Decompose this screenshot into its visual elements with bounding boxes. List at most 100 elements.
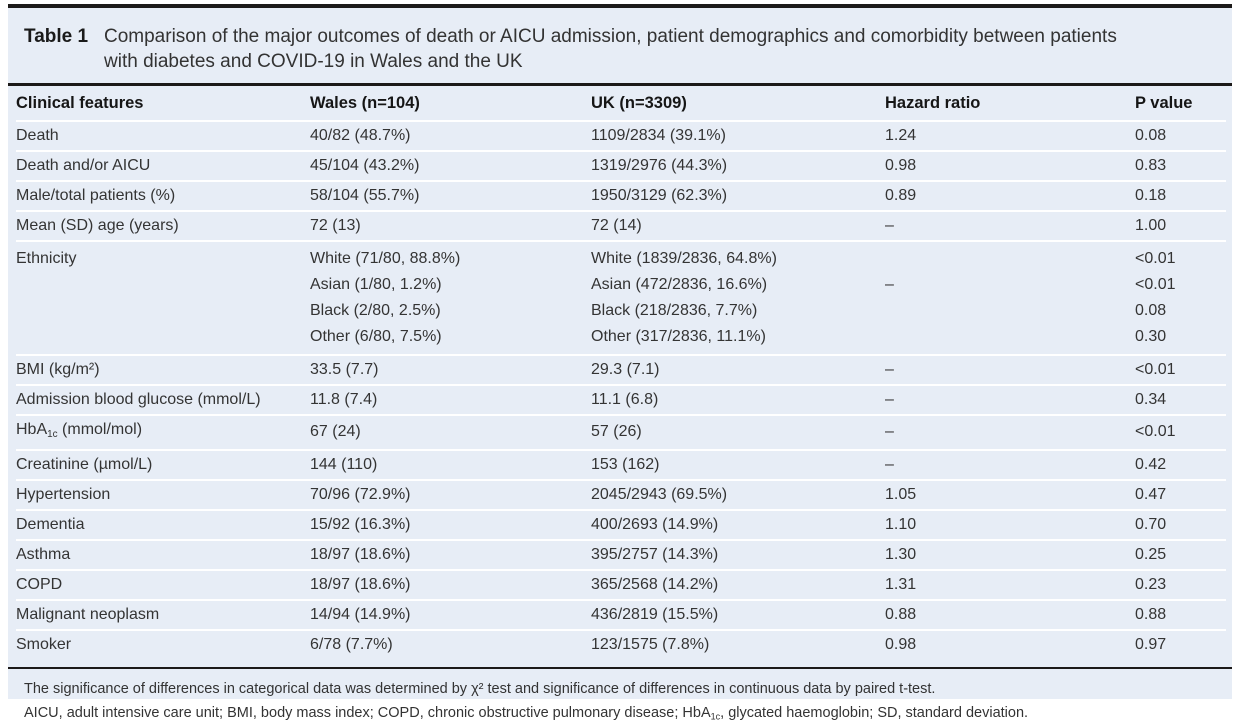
cell-p-value: 0.97: [1135, 635, 1167, 653]
column-header-p-value: P value: [1135, 94, 1193, 112]
cell-hazard-ratio: –: [885, 423, 894, 441]
comparison-table: Clinical features Wales (n=104) UK (n=33…: [16, 86, 1226, 659]
cell-p-value: 0.25: [1135, 545, 1167, 563]
table-caption-text: Comparison of the major outcomes of deat…: [104, 26, 1117, 72]
column-header-wales: Wales (n=104): [310, 94, 420, 112]
cell-feature: BMI (kg/m²): [16, 361, 100, 378]
table-label: Table 1: [24, 26, 89, 47]
table-row: Death and/or AICU 45/104 (43.2%) 1319/29…: [16, 151, 1226, 181]
cell-p-value: 0.42: [1135, 455, 1167, 473]
table-row: Mean (SD) age (years) 72 (13) 72 (14) – …: [16, 211, 1226, 241]
cell-feature: Creatinine (µmol/L): [16, 455, 153, 473]
cell-feature: Admission blood glucose (mmol/L): [16, 391, 261, 408]
cell-p-value: 0.34: [1135, 391, 1167, 408]
cell-feature: Malignant neoplasm: [16, 605, 160, 623]
column-header-hazard-ratio: Hazard ratio: [885, 94, 981, 112]
cell-uk: 29.3 (7.1): [591, 361, 660, 378]
table-row: Smoker 6/78 (7.7%) 123/1575 (7.8%) 0.98 …: [16, 629, 1226, 659]
cell-hazard-ratio: –: [885, 217, 894, 234]
cell-feature: Death and/or AICU: [16, 157, 151, 174]
cell-feature: Death: [16, 127, 59, 144]
cell-hazard-ratio: –: [885, 276, 894, 293]
cell-wales: 45/104 (43.2%): [310, 157, 420, 174]
table-row-hba1c: HbA1c (mmol/mol) 67 (24) 57 (26) – <0.01: [16, 415, 1226, 450]
caption-rule: [8, 83, 1232, 86]
cell-uk: 11.1 (6.8): [591, 391, 659, 408]
cell-hazard-ratio: 1.10: [885, 515, 917, 533]
cell-uk: 1109/2834 (39.1%): [591, 127, 726, 144]
cell-wales: 14/94 (14.9%): [310, 605, 411, 623]
table-row: BMI (kg/m²) 33.5 (7.7) 29.3 (7.1) – <0.0…: [16, 355, 1226, 385]
footnote-significance: The significance of differences in categ…: [24, 680, 936, 697]
cell-p-value: 0.08: [1135, 127, 1167, 144]
cell-uk: 1950/3129 (62.3%): [591, 187, 728, 204]
cell-feature: Smoker: [16, 635, 72, 653]
cell-hazard-ratio: 0.89: [885, 187, 917, 204]
cell-uk: 123/1575 (7.8%): [591, 635, 710, 653]
cell-feature: COPD: [16, 575, 63, 593]
table-row: Dementia 15/92 (16.3%) 400/2693 (14.9%) …: [16, 509, 1226, 540]
table-panel: Table 1 Comparison of the major outcomes…: [8, 4, 1232, 721]
cell-wales: 15/92 (16.3%): [310, 515, 411, 533]
cell-uk: 2045/2943 (69.5%): [591, 485, 728, 503]
cell-p-value: 1.00: [1135, 217, 1167, 234]
footnote-rule: [8, 666, 1232, 669]
table-row: Hypertension 70/96 (72.9%) 2045/2943 (69…: [16, 479, 1226, 510]
cell-wales: 144 (110): [310, 455, 378, 473]
column-header-uk: UK (n=3309): [591, 94, 687, 112]
cell-hazard-ratio: 1.30: [885, 545, 917, 563]
table-caption: Table 1 Comparison of the major outcomes…: [8, 8, 1232, 83]
cell-feature: Dementia: [16, 515, 85, 533]
cell-uk: 395/2757 (14.3%): [591, 545, 719, 563]
table-row: Admission blood glucose (mmol/L) 11.8 (7…: [16, 385, 1226, 415]
cell-feature: Ethnicity: [16, 250, 77, 267]
footnote-abbreviations: AICU, adult intensive care unit; BMI, bo…: [24, 701, 1216, 728]
cell-p-value: 0.18: [1135, 187, 1167, 204]
cell-wales: 70/96 (72.9%): [310, 485, 411, 503]
table-row-ethnicity: Ethnicity White (71/80, 88.8%) Asian (1/…: [16, 241, 1226, 355]
cell-uk: 1319/2976 (44.3%): [591, 157, 728, 174]
cell-uk: 72 (14): [591, 217, 642, 234]
cell-p-value: 0.47: [1135, 485, 1167, 503]
cell-wales: 58/104 (55.7%): [310, 187, 420, 204]
feature-text: HbA: [16, 421, 48, 438]
cell-uk: 436/2819 (15.5%): [591, 605, 719, 623]
cell-hazard-ratio: –: [885, 391, 894, 408]
cell-wales: 67 (24): [310, 423, 361, 441]
table-row: Creatinine (µmol/L) 144 (110) 153 (162) …: [16, 449, 1226, 480]
cell-hazard-ratio: 0.88: [885, 605, 917, 623]
cell-uk: White (1839/2836, 64.8%) Asian (472/2836…: [591, 250, 777, 345]
cell-wales: 18/97 (18.6%): [310, 545, 411, 563]
table-row: Malignant neoplasm 14/94 (14.9%) 436/281…: [16, 599, 1226, 630]
top-rule: [8, 4, 1232, 8]
table-row: COPD 18/97 (18.6%) 365/2568 (14.2%) 1.31…: [16, 569, 1226, 600]
cell-wales: 11.8 (7.4): [310, 391, 378, 408]
cell-wales: 33.5 (7.7): [310, 361, 379, 378]
footnote-text: , glycated haemoglobin; SD, standard dev…: [720, 704, 1029, 721]
cell-hazard-ratio: 0.98: [885, 635, 917, 653]
cell-p-value: 0.23: [1135, 575, 1167, 593]
feature-subscript: 1c: [47, 428, 58, 440]
table-footnotes: The significance of differences in categ…: [8, 669, 1232, 728]
footnote-subscript: 1c: [710, 711, 721, 722]
cell-wales: 18/97 (18.6%): [310, 575, 411, 593]
header-row: Clinical features Wales (n=104) UK (n=33…: [16, 86, 1226, 121]
table-row: Death 40/82 (48.7%) 1109/2834 (39.1%) 1.…: [16, 121, 1226, 151]
cell-uk: 153 (162): [591, 455, 660, 473]
cell-feature: Hypertension: [16, 485, 111, 503]
cell-wales: 40/82 (48.7%): [310, 127, 411, 144]
cell-feature: Mean (SD) age (years): [16, 217, 179, 234]
cell-feature: HbA1c (mmol/mol): [16, 415, 310, 450]
table-row: Male/total patients (%) 58/104 (55.7%) 1…: [16, 181, 1226, 211]
cell-hazard-ratio: 0.98: [885, 157, 917, 174]
cell-p-value: <0.01: [1135, 423, 1176, 441]
cell-p-value: 0.88: [1135, 605, 1167, 623]
cell-feature: Male/total patients (%): [16, 187, 176, 204]
cell-wales: 72 (13): [310, 217, 361, 234]
cell-p-value: 0.83: [1135, 157, 1167, 174]
column-header-clinical-features: Clinical features: [16, 94, 144, 112]
cell-p-value: 0.70: [1135, 515, 1167, 533]
cell-p-value: <0.01 <0.01 0.08 0.30: [1135, 250, 1176, 345]
cell-hazard-ratio: 1.24: [885, 127, 917, 144]
cell-wales: White (71/80, 88.8%) Asian (1/80, 1.2%) …: [310, 250, 461, 345]
